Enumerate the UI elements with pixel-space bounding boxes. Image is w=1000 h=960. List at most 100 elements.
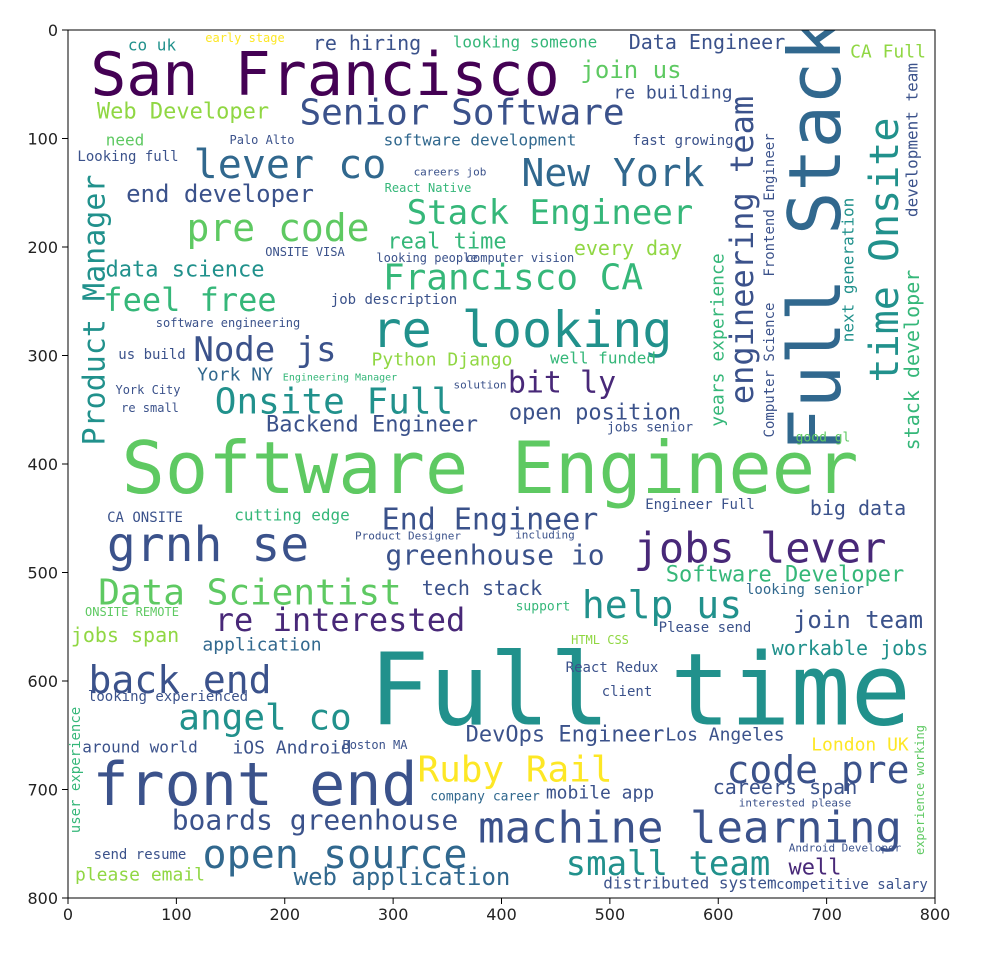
word: looking experienced: [88, 689, 248, 705]
word: please email: [75, 865, 205, 886]
word: feel free: [103, 281, 276, 319]
x-tick-label: 600: [703, 905, 734, 924]
word: experience working: [913, 725, 927, 855]
x-tick-label: 500: [595, 905, 626, 924]
word: end developer: [126, 180, 314, 208]
word: client: [602, 684, 653, 700]
word: jobs lever: [634, 524, 887, 573]
word: open source: [203, 832, 468, 878]
y-tick-label: 600: [27, 672, 58, 691]
word: need: [106, 131, 145, 150]
y-tick-label: 0: [48, 21, 58, 40]
word: Los Angeles: [665, 725, 784, 746]
word: York NY: [197, 365, 273, 386]
word: careers job: [414, 166, 487, 179]
word: looking someone: [453, 33, 598, 52]
word: mobile app: [546, 783, 654, 804]
word: re building: [613, 83, 732, 104]
word: grnh se: [107, 517, 309, 573]
y-tick-label: 500: [27, 564, 58, 583]
word: every day: [574, 236, 682, 260]
word: Full Stack: [773, 18, 857, 451]
word: jobs senior: [607, 421, 693, 436]
word: application: [202, 635, 321, 656]
x-tick-label: 200: [269, 905, 300, 924]
word: Web Developer: [97, 100, 269, 125]
word: help us: [582, 583, 742, 627]
word: software engineering: [156, 316, 301, 330]
y-tick-label: 200: [27, 238, 58, 257]
word: looking people: [376, 251, 477, 265]
word: good gl: [796, 431, 851, 446]
word: web application: [294, 863, 511, 891]
x-tick-label: 0: [63, 905, 73, 924]
word: send resume: [94, 847, 187, 863]
word: HTML CSS: [571, 633, 629, 647]
word: solution: [454, 379, 507, 392]
word: tech stack: [422, 576, 542, 600]
word: Francisco CA: [383, 258, 643, 299]
word: Python Django: [372, 350, 513, 371]
y-tick-label: 800: [27, 889, 58, 908]
word: around world: [82, 738, 198, 757]
word: Android Developer: [789, 842, 902, 855]
word: join team: [793, 606, 923, 634]
word: stack developer: [900, 270, 924, 451]
word: Please send: [659, 620, 752, 636]
word: re hiring: [313, 31, 421, 55]
x-tick-label: 300: [378, 905, 409, 924]
x-tick-label: 100: [161, 905, 192, 924]
word: End Engineer: [382, 503, 599, 538]
word: careers span: [713, 775, 858, 799]
word: machine learning: [478, 803, 902, 854]
word: York City: [115, 383, 180, 397]
word: re small: [121, 401, 179, 415]
word: Engineer Full: [645, 497, 755, 513]
x-tick-label: 800: [920, 905, 951, 924]
word: early stage: [205, 31, 284, 45]
word: New York: [521, 151, 704, 195]
word: CA ONSITE: [107, 510, 183, 526]
word: user experience: [68, 707, 84, 833]
y-tick-label: 700: [27, 781, 58, 800]
word: us build: [118, 347, 185, 363]
word: competitive salary: [776, 877, 928, 893]
word: time Onsite: [862, 118, 908, 383]
word: Looking full: [77, 149, 178, 165]
word: greenhouse io: [385, 539, 604, 572]
word: angel co: [178, 698, 351, 739]
word: Onsite Full: [215, 382, 453, 423]
word: re interested: [215, 601, 465, 639]
word: interested please: [739, 797, 852, 810]
word: data science: [106, 258, 265, 283]
word: Data Engineer: [629, 30, 786, 54]
word: Stack Engineer: [407, 193, 694, 233]
y-tick-label: 100: [27, 130, 58, 149]
word: Palo Alto: [229, 133, 294, 147]
word: Boston MA: [342, 738, 408, 752]
word: Full time: [369, 632, 911, 749]
word: next generation: [839, 198, 858, 343]
word: CA Full: [850, 42, 926, 63]
word: lever co: [194, 142, 387, 188]
word: code pre: [726, 748, 909, 792]
word: Computer Science: [762, 303, 778, 438]
plot-area: [68, 30, 935, 898]
word: front end: [92, 750, 417, 820]
word: ONSITE REMOTE: [85, 605, 179, 619]
word: big data: [810, 496, 906, 520]
word: including: [515, 529, 575, 542]
word: Product Manager: [78, 175, 113, 446]
word: computer vision: [466, 251, 574, 265]
word: back end: [88, 658, 271, 702]
word: Node js: [193, 330, 336, 370]
word: development team: [903, 63, 922, 217]
word: fast growing: [632, 133, 733, 149]
word: React Native: [385, 181, 472, 195]
word: years experience: [708, 253, 729, 426]
word: Software Developer: [666, 563, 904, 588]
word: jobs span: [71, 623, 179, 647]
word: engineering team: [723, 96, 761, 404]
word: company career: [430, 790, 540, 805]
